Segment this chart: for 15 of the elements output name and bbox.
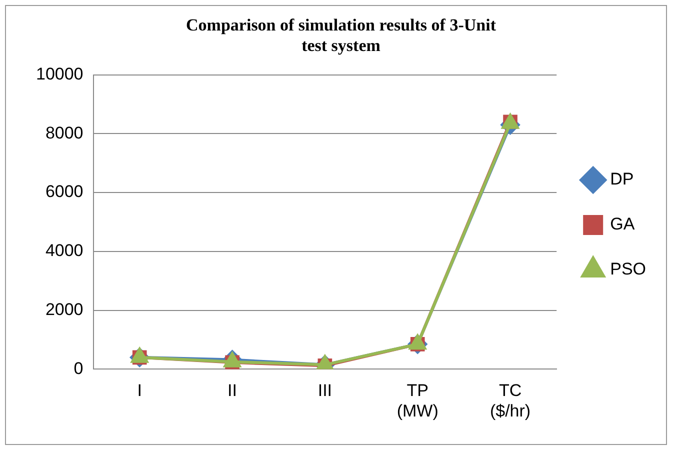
x-tick-label: TP (MW) — [396, 381, 438, 420]
y-tick-label: 4000 — [45, 241, 84, 260]
chart-title: Comparison of simulation results of 3-Unit test system — [186, 16, 496, 55]
y-tick-label: 10000 — [36, 64, 84, 84]
y-tick-label: 2000 — [45, 300, 84, 320]
x-tick-label: I — [137, 381, 142, 400]
legend-label: DP — [610, 170, 634, 189]
y-tick-label: 6000 — [45, 182, 84, 202]
legend-label: PSO — [610, 260, 646, 279]
x-tick-label: TC ($/hr) — [490, 381, 531, 420]
x-tick-label: III — [318, 381, 332, 400]
y-tick-label: 0 — [74, 358, 84, 378]
y-tick-label: 8000 — [45, 123, 84, 142]
legend-label: GA — [610, 214, 636, 234]
x-tick-label: II — [228, 381, 237, 400]
